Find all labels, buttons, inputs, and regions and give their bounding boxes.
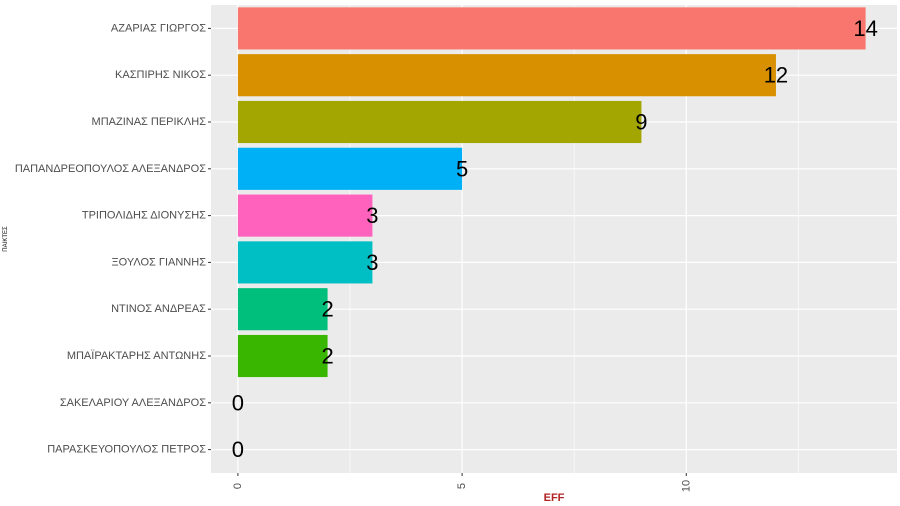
data-label: 5 <box>456 156 468 181</box>
bar <box>237 147 463 190</box>
data-label: 14 <box>853 16 877 41</box>
data-label: 0 <box>232 390 244 415</box>
bars <box>237 7 866 378</box>
bar <box>237 288 328 331</box>
bar <box>237 194 373 237</box>
y-tick-label: ΚΑΣΠΙΡΗΣ ΝΙΚΟΣ <box>115 69 206 81</box>
data-label: 2 <box>321 297 333 322</box>
bar <box>237 334 328 378</box>
bar <box>237 241 373 284</box>
y-tick-label: ΑΖΑΡΙΑΣ ΓΙΩΡΓΟΣ <box>111 22 206 34</box>
y-tick-label: ΣΑΚΕΛΑΡΙΟΥ ΑΛΕΞΑΝΔΡΟΣ <box>60 397 206 409</box>
bar <box>237 7 866 50</box>
data-label: 9 <box>635 110 647 135</box>
x-tick-label: 0 <box>232 483 244 489</box>
y-axis-title: ΠΑΙΚΤΕΣ <box>3 226 9 252</box>
bar <box>237 54 776 97</box>
x-axis-title: EFF <box>544 492 565 504</box>
data-label: 0 <box>232 437 244 462</box>
y-tick-label: ΜΠΑΖΙΝΑΣ ΠΕΡΙΚΛΗΣ <box>92 116 207 128</box>
x-tick-label: 10 <box>680 480 692 492</box>
x-tick-label: 5 <box>456 483 468 489</box>
y-tick-label: ΠΑΡΑΣΚΕΥΟΠΟΥΛΟΣ ΠΕΤΡΟΣ <box>47 444 206 456</box>
y-tick-label: ΠΑΠΑΝΔΡΕΟΠΟΥΛΟΣ ΑΛΕΞΑΝΔΡΟΣ <box>15 163 206 175</box>
y-tick-label: ΜΠΑΪΡΑΚΤΑΡΗΣ ΑΝΤΩΝΗΣ <box>67 350 206 362</box>
y-axis: ΑΖΑΡΙΑΣ ΓΙΩΡΓΟΣ ΚΑΣΠΙΡΗΣ ΝΙΚΟΣ ΜΠΑΖΙΝΑΣ ΠΕ… <box>15 22 211 456</box>
data-label: 2 <box>321 344 333 369</box>
y-tick-label: ΝΤΙΝΟΣ ΑΝΔΡΕΑΣ <box>111 303 206 315</box>
bar <box>237 100 642 144</box>
data-label: 3 <box>366 203 378 228</box>
value-labels: 14 12 9 5 3 3 2 2 0 0 <box>232 16 878 462</box>
data-label: 12 <box>764 63 788 88</box>
y-tick-label: ΤΡΙΠΟΛΙΔΗΣ ΔΙΟΝΥΣΗΣ <box>82 210 206 222</box>
data-label: 3 <box>366 250 378 275</box>
x-axis: 0 5 10 <box>232 473 692 492</box>
y-tick-label: ΞΟΥΛΟΣ ΓΙΑΝΝΗΣ <box>112 256 207 268</box>
